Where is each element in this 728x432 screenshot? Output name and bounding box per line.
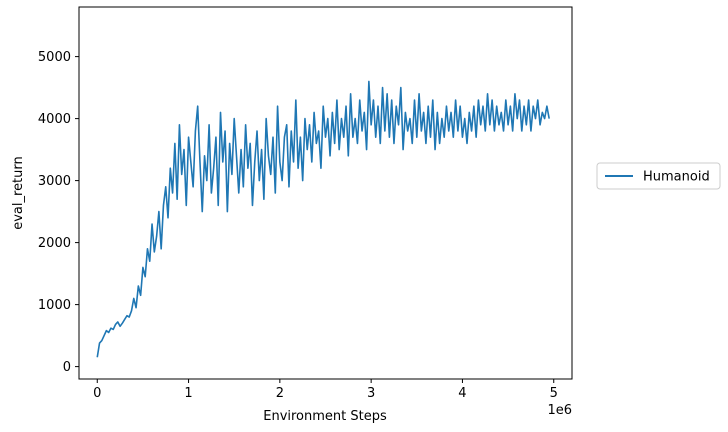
x-axis-offset-label: 1e6: [547, 403, 572, 418]
x-axis-ticks: 0 1 2 3 4 5: [93, 379, 558, 401]
x-tick-label: 0: [93, 386, 101, 401]
y-axis-ticks: 0 1000 2000 3000 4000 5000: [38, 50, 79, 375]
y-tick-label: 1000: [38, 298, 71, 313]
legend[interactable]: Humanoid: [596, 162, 721, 190]
plot-frame: [78, 6, 573, 380]
y-tick-label: 3000: [38, 174, 71, 189]
x-tick-label: 3: [367, 386, 375, 401]
y-tick-label: 0: [63, 360, 71, 375]
x-tick-label: 5: [550, 386, 558, 401]
x-tick-label: 2: [276, 386, 284, 401]
plot-background: [79, 7, 572, 379]
y-tick-label: 2000: [38, 236, 71, 251]
legend-frame: [596, 162, 721, 190]
y-tick-label: 5000: [38, 50, 71, 65]
y-axis-label: eval_return: [11, 156, 26, 230]
x-tick-label: 1: [184, 386, 192, 401]
y-tick-label: 4000: [38, 112, 71, 127]
series-line-humanoid: [96, 80, 550, 358]
series-layer: [96, 80, 550, 358]
legend-label-humanoid: Humanoid: [643, 170, 710, 185]
x-tick-label: 4: [458, 386, 466, 401]
x-axis-label: Environment Steps: [263, 409, 387, 424]
